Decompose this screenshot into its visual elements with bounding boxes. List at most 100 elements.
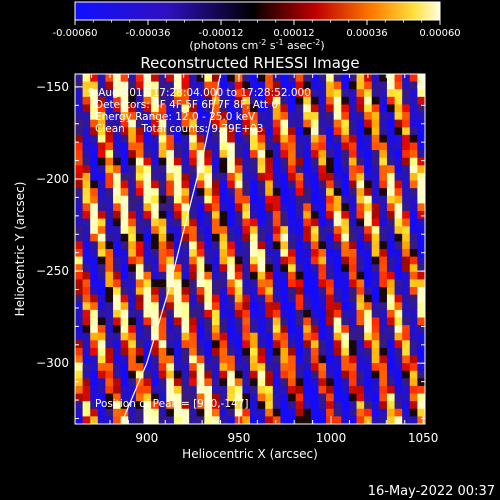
heatmap-cell — [341, 378, 350, 387]
heatmap-cell — [97, 249, 107, 258]
heatmap-cell — [386, 142, 396, 151]
heatmap-cell — [242, 325, 251, 334]
heatmap-cell — [371, 271, 380, 281]
heatmap-cell — [135, 241, 145, 250]
heatmap-cell — [196, 249, 205, 258]
heatmap-cell — [341, 89, 350, 98]
heatmap-cell — [166, 309, 175, 319]
heatmap-cell — [181, 104, 190, 113]
x-tick-labels: 900 950 1000 1050 — [135, 431, 438, 445]
heatmap-cell — [341, 180, 350, 189]
heatmap-cell — [211, 165, 221, 174]
heatmap-cell — [143, 134, 152, 144]
heatmap-cell — [166, 241, 175, 250]
heatmap-cell — [166, 180, 175, 189]
heatmap-cell — [318, 188, 327, 197]
heatmap-cell — [394, 302, 403, 311]
heatmap-cell — [310, 294, 320, 303]
heatmap-cell — [242, 355, 251, 364]
heatmap-cell — [356, 172, 365, 182]
heatmap-cell — [151, 172, 160, 182]
heatmap-cell — [341, 127, 350, 136]
heatmap-cell — [166, 332, 175, 341]
heatmap-cell — [227, 74, 236, 83]
heatmap-cell — [288, 241, 297, 250]
heatmap-cell — [409, 89, 418, 98]
heatmap-cell — [82, 393, 91, 402]
heatmap-cell — [189, 210, 198, 220]
heatmap-cell — [402, 157, 411, 166]
heatmap-cell — [394, 150, 403, 159]
heatmap-cell — [250, 233, 259, 242]
heatmap-cell — [219, 393, 228, 402]
heatmap-cell — [151, 157, 160, 166]
heatmap-cell — [189, 218, 198, 227]
heatmap-cell — [219, 150, 228, 159]
heatmap-cell — [356, 271, 365, 281]
heatmap-cell — [409, 74, 418, 83]
heatmap-cell — [234, 347, 243, 357]
heatmap-cell — [234, 195, 243, 204]
heatmap-cell — [371, 119, 380, 128]
heatmap-cell — [364, 96, 373, 106]
heatmap-cell — [280, 104, 289, 113]
heatmap-cell — [113, 150, 122, 159]
heatmap-cell — [310, 180, 320, 189]
heatmap-cell — [310, 287, 320, 296]
heatmap-cell — [371, 195, 380, 204]
heatmap-cell — [158, 195, 167, 204]
heatmap-cell — [310, 378, 320, 387]
heatmap-cell — [181, 408, 190, 417]
heatmap-cell — [242, 378, 251, 387]
heatmap-cell — [196, 74, 205, 83]
heatmap-cell — [310, 233, 320, 242]
heatmap-cell — [386, 340, 396, 349]
heatmap-cell — [295, 165, 304, 174]
heatmap-cell — [333, 385, 342, 395]
heatmap-cell — [75, 363, 84, 372]
heatmap-cell — [288, 127, 297, 136]
heatmap-cell — [394, 172, 403, 182]
heatmap-cell — [386, 241, 396, 250]
heatmap-cell — [402, 309, 411, 319]
heatmap-cell — [386, 226, 396, 235]
heatmap-cell — [371, 188, 380, 197]
heatmap-cell — [105, 241, 114, 250]
heatmap-cell — [143, 218, 152, 227]
heatmap-cell — [386, 104, 396, 113]
heatmap-cell — [151, 287, 160, 296]
heatmap-cell — [257, 142, 266, 151]
heatmap-cell — [173, 218, 183, 227]
heatmap-cell — [356, 119, 365, 128]
heatmap-cell — [356, 256, 365, 265]
heatmap-cell — [204, 393, 213, 402]
heatmap-cell — [120, 157, 129, 166]
heatmap-cell — [364, 210, 373, 220]
heatmap-cell — [371, 355, 380, 364]
heatmap-cell — [394, 325, 403, 334]
heatmap-cell — [333, 332, 342, 341]
heatmap-cell — [105, 294, 114, 303]
heatmap-cell — [181, 309, 190, 319]
heatmap-cell — [158, 363, 167, 372]
heatmap-cell — [196, 363, 205, 372]
heatmap-cell — [417, 401, 425, 410]
heatmap-cell — [379, 279, 388, 288]
heatmap-cell — [181, 89, 190, 98]
heatmap-cell — [211, 347, 221, 357]
heatmap-cell — [348, 157, 358, 166]
heatmap-cell — [288, 340, 297, 349]
heatmap-cell — [204, 378, 213, 387]
heatmap-cell — [227, 302, 236, 311]
heatmap-cell — [75, 218, 84, 227]
heatmap-cell — [227, 180, 236, 189]
heatmap-cell — [417, 226, 425, 235]
heatmap-cell — [158, 302, 167, 311]
heatmap-cell — [371, 96, 380, 106]
heatmap-cell — [272, 294, 282, 303]
heatmap-cell — [280, 401, 289, 410]
heatmap-cell — [379, 81, 388, 90]
heatmap-cell — [204, 241, 213, 250]
heatmap-cell — [97, 294, 107, 303]
heatmap-cell — [295, 264, 304, 273]
